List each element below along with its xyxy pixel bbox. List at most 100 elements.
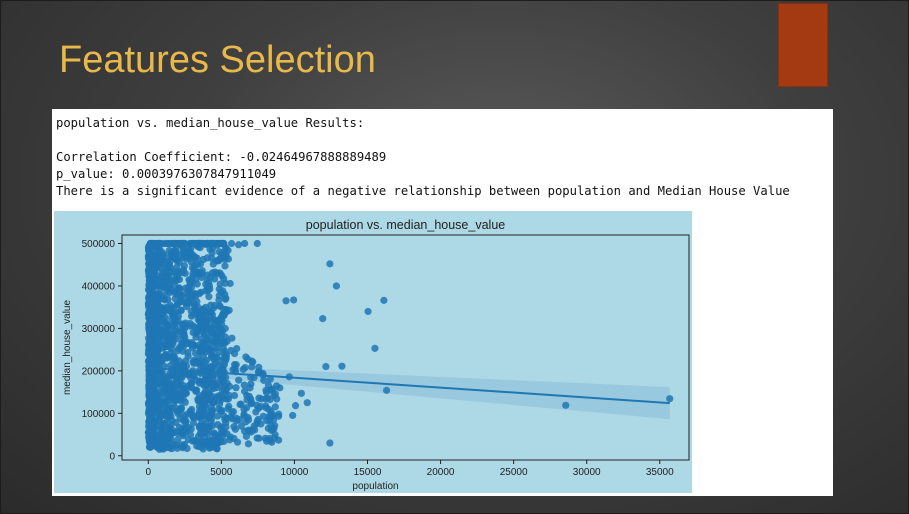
x-tick-label: 25000: [500, 467, 528, 478]
conclusion-line: There is a significant evidence of a neg…: [56, 184, 790, 198]
scatter-point: [145, 377, 153, 385]
scatter-point: [166, 253, 174, 261]
outlier-point: [291, 402, 300, 410]
scatter-point: [218, 406, 226, 415]
scatter-point: [190, 341, 198, 349]
scatter-point: [244, 416, 253, 424]
scatter-point: [198, 437, 206, 446]
scatter-point: [146, 394, 154, 402]
scatter-point: [159, 427, 167, 435]
scatter-point: [168, 315, 176, 324]
scatter-point: [206, 273, 215, 281]
scatter-point: [183, 338, 191, 346]
scatter-point: [225, 382, 234, 391]
scatter-point: [222, 294, 230, 302]
scatter-point: [147, 359, 155, 367]
scatter-point: [181, 319, 190, 327]
scatter-point: [145, 303, 153, 311]
scatter-point: [188, 405, 196, 414]
scatter-point: [243, 391, 251, 400]
scatter-point: [204, 286, 212, 295]
scatter-point: [232, 417, 241, 425]
scatter-point: [230, 434, 238, 443]
correlation-line: Correlation Coefficient: -0.024649678888…: [56, 150, 387, 164]
outlier-point: [382, 386, 391, 394]
scatter-point: [167, 421, 175, 429]
scatter-point: [211, 344, 219, 352]
scatter-point: [162, 261, 170, 269]
scatter-point: [257, 403, 265, 411]
scatter-point: [259, 412, 267, 420]
results-text: population vs. median_house_value Result…: [56, 115, 790, 200]
scatter-point: [226, 279, 234, 288]
scatter-point: [217, 239, 225, 248]
scatter-point: [217, 254, 225, 262]
regression-line: [148, 366, 670, 405]
scatter-point: [185, 283, 193, 291]
x-tick-label: 15000: [354, 467, 382, 478]
scatter-point: [196, 260, 205, 268]
x-tick-label: 30000: [573, 467, 601, 478]
scatter-point: [205, 293, 213, 301]
scatter-point: [204, 430, 212, 438]
scatter-point: [222, 373, 230, 381]
scatter-point: [168, 344, 176, 352]
scatter-point: [257, 420, 265, 428]
notebook-output-panel: population vs. median_house_value Result…: [52, 109, 833, 496]
chart-title: population vs. median_house_value: [306, 218, 505, 232]
scatter-point: [145, 254, 153, 262]
outlier-point: [303, 399, 311, 407]
scatter-point: [230, 391, 239, 400]
scatter-point: [150, 274, 158, 282]
scatter-point: [160, 377, 169, 385]
scatter-point: [159, 344, 167, 352]
scatter-point: [216, 280, 224, 288]
scatter-point: [220, 412, 228, 420]
scatter-point: [195, 270, 203, 278]
scatter-point: [208, 254, 216, 262]
scatter-point: [168, 330, 177, 338]
scatter-point: [212, 353, 221, 362]
scatter-point: [155, 353, 163, 361]
scatter-point: [168, 445, 176, 453]
scatter-point: [210, 396, 218, 404]
scatter-point: [182, 303, 191, 311]
scatter-point: [191, 254, 199, 262]
scatter-point: [195, 290, 203, 298]
scatter-point: [162, 283, 170, 292]
outlier-point: [371, 344, 379, 352]
scatter-point: [153, 427, 161, 436]
scatter-point: [200, 329, 208, 337]
scatter-point: [153, 282, 161, 290]
scatter-point: [145, 320, 153, 328]
scatter-point: [216, 302, 224, 310]
scatter-point: [154, 441, 163, 449]
scatter-point: [191, 303, 199, 312]
outlier-point: [562, 401, 570, 409]
scatter-point: [145, 337, 153, 345]
scatter-point: [247, 380, 255, 388]
scatter-point: [169, 321, 177, 329]
scatter-point: [232, 361, 240, 369]
scatter-point: [172, 404, 180, 412]
scatter-point: [160, 401, 168, 410]
scatter-point: [240, 381, 248, 389]
scatter-point: [203, 423, 211, 431]
outlier-point: [282, 297, 290, 305]
p-value-line: p_value: 0.0003976307847911049: [56, 167, 277, 181]
scatter-point: [270, 424, 278, 433]
outlier-point: [326, 439, 334, 447]
scatter-point: [198, 420, 206, 428]
scatter-point: [147, 422, 156, 431]
scatter-point: [162, 354, 170, 362]
scatter-point: [189, 269, 197, 278]
outlier-point: [244, 440, 253, 448]
x-tick-label: 35000: [646, 467, 674, 478]
scatter-point: [188, 384, 196, 392]
scatter-point: [232, 384, 240, 392]
scatter-point: [145, 269, 153, 277]
scatter-point: [155, 239, 164, 248]
y-tick-label: 500000: [82, 239, 116, 250]
outlier-point: [253, 239, 261, 248]
scatter-point: [144, 260, 153, 268]
